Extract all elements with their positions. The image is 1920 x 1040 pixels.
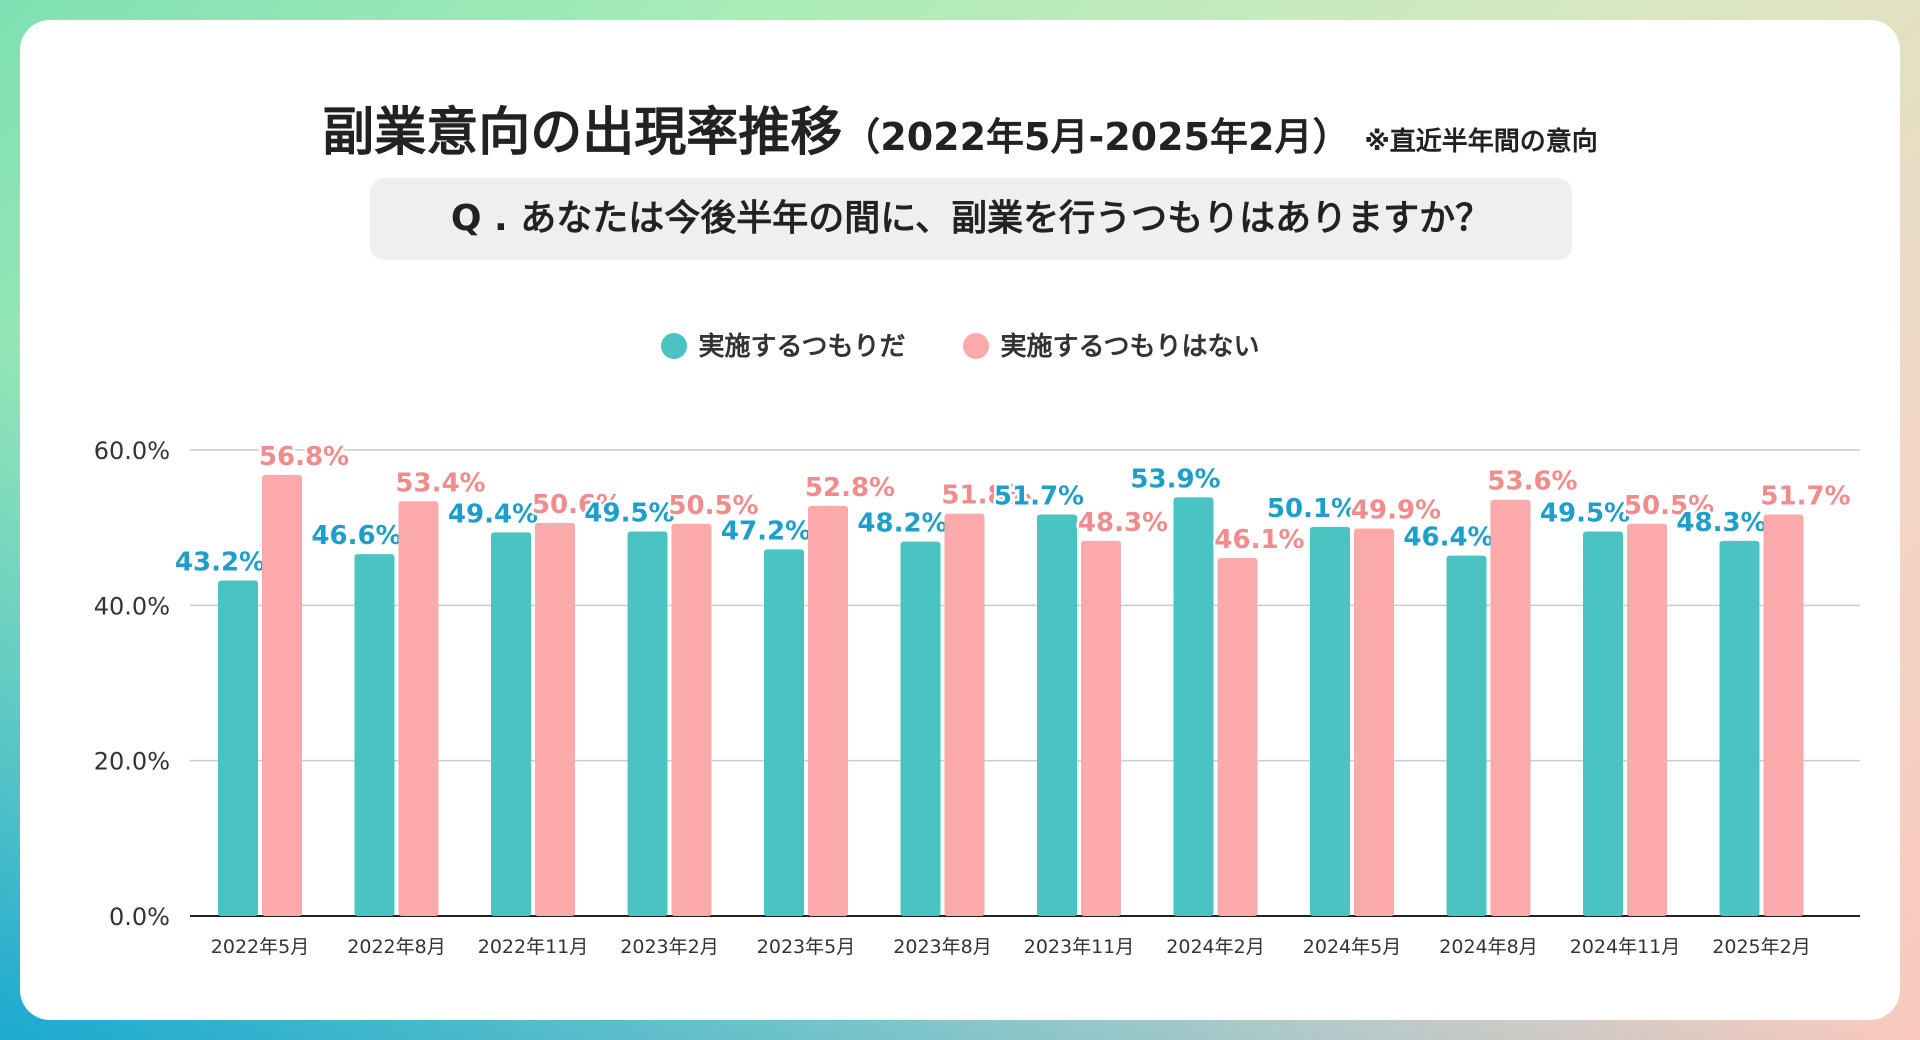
bar-will-not-do bbox=[1217, 557, 1258, 916]
data-label-will-not-do: 46.1% bbox=[1214, 525, 1304, 555]
x-tick-label: 2023年2月 bbox=[620, 936, 718, 958]
y-tick-label: 20.0% bbox=[94, 748, 170, 776]
x-tick-label: 2022年5月 bbox=[211, 936, 309, 958]
data-label-will-do: 49.4% bbox=[448, 499, 538, 529]
bar-will-not-do bbox=[535, 523, 575, 916]
bar-will-do bbox=[764, 549, 804, 916]
data-label-will-do: 47.2% bbox=[721, 516, 811, 546]
data-label-will-do: 43.2% bbox=[175, 547, 265, 577]
bar-will-do bbox=[1037, 514, 1077, 916]
bar-will-not-do bbox=[1081, 540, 1121, 916]
legend-dot-teal bbox=[660, 332, 687, 359]
data-label-will-do: 49.5% bbox=[1540, 499, 1630, 529]
data-label-will-not-do: 51.8% bbox=[941, 481, 1031, 511]
x-tick-label: 2025年2月 bbox=[1712, 936, 1810, 958]
data-label-will-not-do: 49.9% bbox=[1351, 495, 1441, 525]
y-tick-label: 0.0% bbox=[109, 903, 170, 931]
bar-will-not-do bbox=[262, 474, 302, 916]
legend-dot-pink bbox=[962, 332, 989, 359]
legend-label-will-do: 実施するつもりだ bbox=[698, 332, 906, 362]
bar-will-do bbox=[1446, 555, 1487, 916]
data-label-will-do: 53.9% bbox=[1130, 464, 1220, 494]
legend-item-will-do: 実施するつもりだ bbox=[660, 326, 906, 363]
data-label-will-do: 51.7% bbox=[994, 481, 1084, 511]
bar-will-not-do bbox=[1763, 514, 1804, 916]
bar-will-do bbox=[1173, 497, 1214, 916]
x-tick-label: 2024年8月 bbox=[1439, 936, 1537, 958]
x-tick-label: 2022年8月 bbox=[347, 936, 445, 958]
bar-will-not-do bbox=[1354, 528, 1394, 916]
bar-will-not-do bbox=[1490, 499, 1531, 916]
title-note: ※直近半年間の意向 bbox=[1364, 127, 1598, 157]
data-label-will-not-do: 53.6% bbox=[1487, 467, 1577, 497]
x-tick-label: 2024年11月 bbox=[1570, 936, 1681, 958]
bar-will-not-do bbox=[398, 501, 439, 916]
bar-will-do bbox=[1583, 531, 1623, 916]
data-label-will-not-do: 50.6% bbox=[532, 490, 622, 520]
data-label-will-do: 49.5% bbox=[584, 499, 674, 529]
question-box: Q . あなたは今後半年の間に、副業を行うつもりはありますか？ bbox=[370, 178, 1572, 260]
bar-will-do bbox=[354, 554, 395, 916]
data-label-will-do: 46.4% bbox=[1403, 523, 1493, 553]
bar-will-not-do bbox=[944, 513, 985, 916]
data-label-will-do: 48.2% bbox=[857, 509, 947, 539]
data-label-will-not-do: 50.5% bbox=[1624, 491, 1714, 521]
data-label-will-do: 46.6% bbox=[311, 521, 401, 551]
bar-will-do bbox=[1719, 540, 1760, 916]
bar-will-do bbox=[218, 580, 258, 916]
data-label-will-do: 50.1% bbox=[1267, 494, 1357, 524]
x-tick-label: 2023年5月 bbox=[757, 936, 855, 958]
legend-label-will-not-do: 実施するつもりはない bbox=[1000, 332, 1260, 362]
data-label-will-not-do: 53.4% bbox=[395, 468, 485, 498]
bar-will-do bbox=[900, 541, 941, 916]
y-tick-label: 60.0% bbox=[94, 437, 170, 465]
legend: 実施するつもりだ 実施するつもりはない bbox=[20, 326, 1900, 363]
bar-chart: 0.0% 20.0% 40.0% 60.0% 2022年5月 43.2% 56.8% 2022… bbox=[94, 437, 1860, 958]
bar-will-not-do bbox=[808, 505, 848, 916]
title-main: 副業意向の出現率推移 bbox=[322, 103, 843, 163]
chart-title: 副業意向の出現率推移（2022年5月-2025年2月） ※直近半年間の意向 bbox=[20, 90, 1900, 165]
legend-item-will-not-do: 実施するつもりはない bbox=[962, 326, 1260, 363]
data-label-will-not-do: 52.8% bbox=[805, 473, 895, 503]
data-label-will-not-do: 56.8% bbox=[259, 442, 349, 472]
x-tick-label: 2023年8月 bbox=[893, 936, 991, 958]
title-period: （2022年5月-2025年2月） bbox=[842, 115, 1351, 159]
x-tick-label: 2022年11月 bbox=[478, 936, 589, 958]
bar-will-do bbox=[627, 531, 668, 916]
chart-card: 副業意向の出現率推移（2022年5月-2025年2月） ※直近半年間の意向 Q .… bbox=[20, 20, 1900, 1020]
data-label-will-do: 48.3% bbox=[1676, 508, 1766, 538]
bar-will-do bbox=[1310, 526, 1350, 916]
x-tick-label: 2024年2月 bbox=[1166, 936, 1264, 958]
data-label-will-not-do: 51.7% bbox=[1760, 481, 1850, 511]
data-label-will-not-do: 50.5% bbox=[668, 491, 758, 521]
x-tick-label: 2023年11月 bbox=[1024, 936, 1135, 958]
bar-will-do bbox=[491, 532, 531, 916]
y-tick-label: 40.0% bbox=[94, 592, 170, 620]
bar-will-not-do bbox=[1627, 523, 1667, 916]
data-label-will-not-do: 48.3% bbox=[1078, 508, 1168, 538]
bar-will-not-do bbox=[671, 523, 712, 916]
x-tick-label: 2024年5月 bbox=[1303, 936, 1401, 958]
